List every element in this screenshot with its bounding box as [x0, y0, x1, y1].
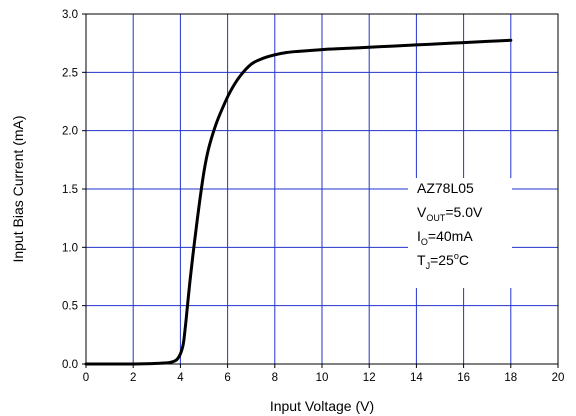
x-tick-label: 14: [410, 372, 423, 384]
x-tick-label: 2: [130, 372, 136, 384]
x-tick-label: 12: [363, 372, 376, 384]
y-tick-label: 3.0: [62, 9, 78, 21]
y-tick-label: 0.0: [62, 359, 78, 371]
x-tick-label: 4: [177, 372, 184, 384]
y-tick-label: 0.5: [62, 301, 78, 313]
annotation-device: AZ78L05: [417, 180, 474, 196]
x-tick-label: 16: [457, 372, 470, 384]
y-tick-label: 2.5: [62, 67, 78, 79]
annotation-io: IO=40mA: [417, 228, 473, 247]
annotation-vout: VOUT=5.0V: [417, 204, 483, 223]
y-tick-label: 1.0: [62, 242, 78, 254]
y-tick-label: 2.0: [62, 126, 78, 138]
annotation-box: [408, 178, 512, 288]
annotation-tj: TJ=25oC: [417, 251, 469, 271]
x-tick-label: 10: [316, 372, 329, 384]
x-tick-label: 8: [272, 372, 278, 384]
y-tick-labels: 0.0 0.5 1.0 1.5 2.0 2.5 3.0: [62, 9, 78, 371]
y-axis-title: Input Bias Current (mA): [10, 115, 26, 262]
grid: [86, 14, 558, 364]
series-line-bias-current: [84, 38, 513, 366]
y-tick-label: 1.5: [62, 184, 78, 196]
x-tick-labels: 0 2 4 6 8 10 12 14 16 18 20: [83, 372, 565, 384]
x-tick-label: 6: [224, 372, 230, 384]
x-tick-label: 18: [504, 372, 517, 384]
x-axis-title: Input Voltage (V): [270, 398, 374, 414]
x-tick-label: 0: [83, 372, 89, 384]
x-tick-label: 20: [552, 372, 565, 384]
